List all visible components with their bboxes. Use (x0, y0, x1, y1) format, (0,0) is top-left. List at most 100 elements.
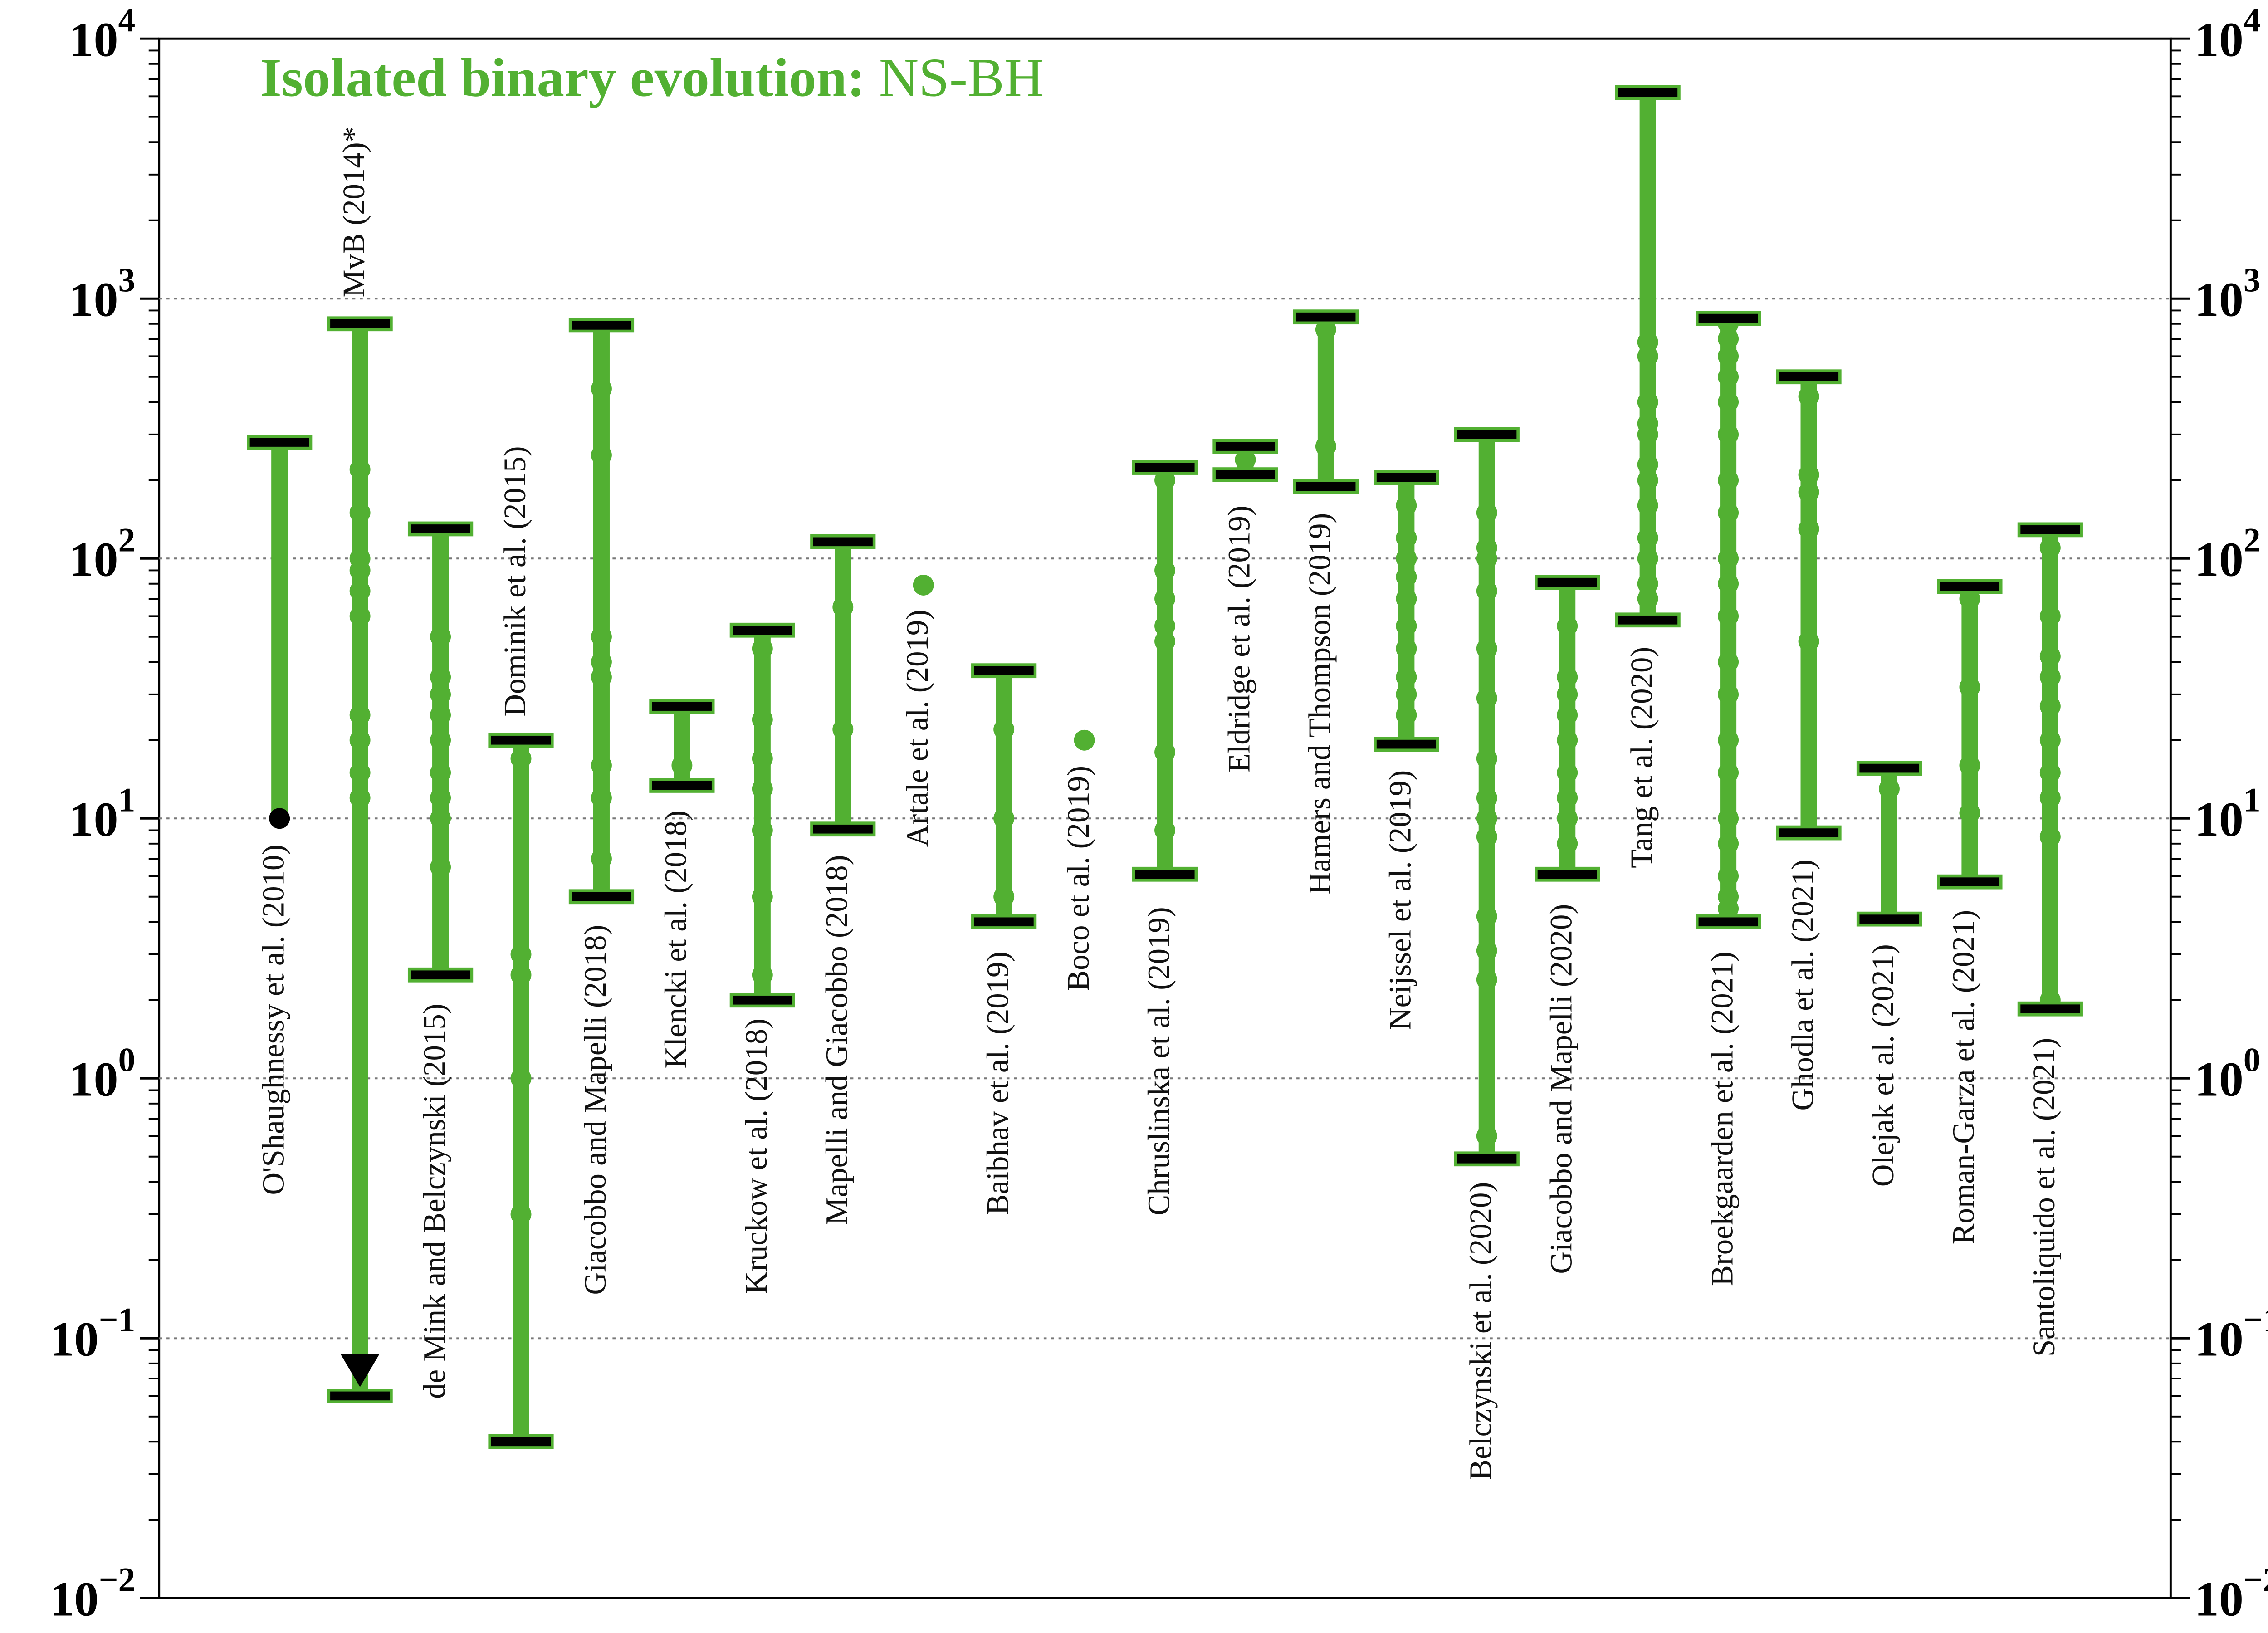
point (1396, 588, 1417, 609)
y-tick-label: 101 (69, 782, 135, 846)
point (1154, 616, 1175, 636)
study-label: Eldridge et al. (2019) (1222, 505, 1256, 772)
point (1315, 436, 1336, 457)
cap (1132, 460, 1198, 475)
point (2039, 537, 2061, 558)
point (510, 944, 532, 965)
cap (1615, 85, 1681, 100)
point (2039, 826, 2061, 847)
point (1557, 808, 1578, 829)
cap (1454, 427, 1520, 442)
cap (1776, 369, 1842, 385)
cap (1535, 575, 1600, 590)
point (1396, 616, 1417, 636)
point (752, 820, 773, 841)
study-range (2017, 522, 2083, 1017)
point (1959, 676, 1980, 698)
cap (2017, 522, 2083, 538)
point (349, 502, 371, 523)
point (1637, 391, 1658, 413)
point (1637, 588, 1658, 609)
point (1557, 666, 1578, 688)
point (430, 626, 451, 647)
point (1557, 684, 1578, 705)
point (591, 378, 612, 399)
tick-exponent: 2 (118, 522, 136, 559)
study-label: Dominik et al. (2015) (498, 446, 532, 716)
study-label: Roman-Garza et al. (2021) (1946, 910, 1981, 1245)
point (1074, 729, 1095, 751)
point (993, 808, 1015, 829)
y-tick-label: 100 (69, 1041, 135, 1106)
point (1396, 684, 1417, 705)
point (1154, 820, 1175, 841)
point (349, 560, 371, 581)
cap (1293, 309, 1359, 325)
study-label: Giacobbo and Mapelli (2018) (578, 925, 612, 1295)
study-range (1374, 470, 1439, 752)
y2-tick-label: 10−2 (2195, 1561, 2268, 1626)
tick-exponent: 4 (118, 2, 136, 39)
point (1396, 704, 1417, 726)
point (1798, 631, 1819, 652)
upper-limit-arrow (341, 1354, 380, 1387)
study-range (488, 733, 554, 1449)
point (349, 459, 371, 480)
point (1637, 424, 1658, 445)
point (591, 666, 612, 688)
cap (649, 699, 715, 714)
point (591, 445, 612, 466)
cap (2017, 1001, 2083, 1017)
y2-tick-label: 102 (2195, 522, 2261, 587)
cap (729, 993, 795, 1008)
cap (1535, 866, 1600, 882)
cap (1937, 874, 2003, 890)
study-range (810, 534, 876, 837)
point (591, 755, 612, 776)
y2-tick-label: 100 (2195, 1041, 2261, 1106)
point (2039, 729, 2061, 751)
point (510, 748, 532, 769)
low-dot (269, 808, 290, 829)
tick-base: 10 (69, 533, 118, 587)
study-range (1293, 309, 1359, 494)
y-tick-label: 103 (69, 262, 135, 327)
point (752, 886, 773, 907)
tick-exponent: 3 (118, 262, 136, 299)
point (752, 964, 773, 986)
point (1718, 328, 1739, 349)
point (349, 580, 371, 601)
cap (1454, 1151, 1520, 1167)
cap (488, 1434, 554, 1449)
point (349, 762, 371, 783)
cap (971, 663, 1037, 679)
point (1557, 833, 1578, 854)
study-label: Belczynski et al. (2020) (1463, 1182, 1498, 1480)
tick-exponent: −2 (99, 1561, 136, 1599)
point (1798, 464, 1819, 485)
point (430, 787, 451, 808)
study-range (1776, 369, 1842, 841)
point (1396, 666, 1417, 688)
tick-exponent: −2 (2244, 1561, 2268, 1599)
point (1637, 527, 1658, 548)
study-label: Chruslinska et al. (2019) (1141, 907, 1176, 1215)
point (1476, 787, 1497, 808)
point (591, 651, 612, 673)
cap (1695, 914, 1761, 929)
point (1476, 502, 1497, 523)
point (591, 848, 612, 869)
cap (810, 821, 876, 837)
point (1718, 391, 1739, 413)
cap (1695, 311, 1761, 326)
point (430, 808, 451, 829)
point (349, 787, 371, 808)
tick-base: 10 (2195, 1572, 2244, 1626)
point (2039, 762, 2061, 783)
point (1476, 580, 1497, 601)
point (1476, 748, 1497, 769)
point (2039, 696, 2061, 717)
point (1154, 631, 1175, 652)
tick-base: 10 (49, 1572, 98, 1626)
tick-base: 10 (69, 1052, 118, 1106)
